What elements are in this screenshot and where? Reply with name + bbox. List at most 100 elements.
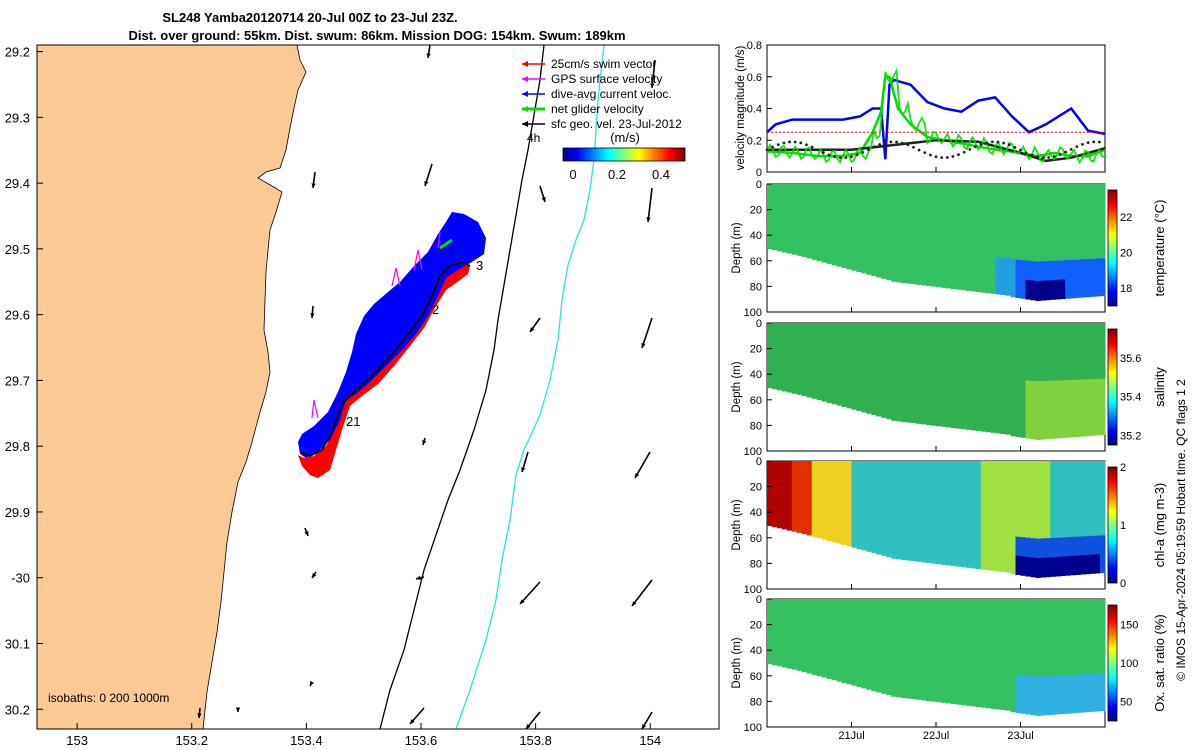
section-cell	[816, 247, 823, 262]
section-cell	[1020, 518, 1026, 538]
section-cell	[851, 475, 857, 491]
section-cell	[985, 635, 992, 654]
section-cell	[955, 410, 962, 429]
section-cell	[1045, 695, 1051, 716]
velocity-sfc-dot	[878, 143, 882, 146]
section-cell	[836, 350, 843, 365]
section-cell	[826, 665, 833, 679]
section-cell	[1065, 499, 1071, 519]
section-cell	[861, 382, 867, 398]
velocity-ytick-label: 0.6	[747, 72, 762, 84]
section-cell	[896, 323, 902, 340]
section-cell	[1080, 398, 1086, 418]
map-ytick-label: 29.8	[5, 439, 30, 454]
section-cell	[841, 197, 848, 213]
section-cell	[921, 184, 927, 202]
section-cell	[1085, 599, 1091, 619]
section-cell	[970, 323, 977, 342]
section-cell	[1055, 241, 1061, 262]
velocity-sfc-dot	[765, 148, 769, 152]
section-cell	[1060, 418, 1066, 439]
section-cell	[831, 224, 838, 239]
velocity-sfc-dot	[940, 156, 944, 160]
section-cell	[836, 238, 843, 253]
section-cell	[861, 613, 867, 630]
section-cell	[1050, 518, 1056, 539]
sfc-geo-arrowhead	[520, 599, 525, 604]
section-cell	[891, 647, 897, 665]
section-cell	[846, 599, 852, 614]
section-cell	[861, 658, 867, 674]
section-cell	[995, 497, 1002, 517]
section-cell	[940, 667, 947, 686]
section-cell	[1030, 222, 1036, 243]
section-cell	[1075, 636, 1081, 657]
section-cell	[916, 682, 922, 700]
section-cell	[926, 683, 932, 701]
section-cell	[1070, 479, 1076, 500]
section-cell	[1065, 241, 1071, 261]
section-cell	[926, 390, 932, 409]
section-cell	[831, 336, 838, 351]
section-cell	[936, 529, 942, 548]
section-cell	[771, 344, 778, 357]
section-cell	[816, 662, 823, 677]
section-cell	[955, 219, 962, 238]
section-cell	[1025, 537, 1031, 558]
section-cell	[970, 237, 977, 256]
section-cell	[796, 323, 803, 336]
section-cell	[975, 634, 982, 654]
section-cell	[960, 513, 967, 532]
section-cell	[995, 635, 1002, 655]
section-cell	[995, 220, 1002, 240]
velocity-sfc-dot	[850, 155, 853, 158]
section-xtick-label: 21Jul	[838, 730, 864, 742]
section-cell	[901, 184, 907, 201]
section-cell	[891, 371, 897, 389]
section-cell	[995, 515, 1002, 535]
velocity-sfc-dot	[776, 143, 780, 147]
section-cell	[970, 255, 977, 274]
section-cell	[906, 648, 912, 666]
section-cell	[1050, 380, 1056, 401]
section-cell	[1085, 341, 1091, 362]
section-cell	[866, 659, 872, 675]
section-cell	[945, 495, 952, 514]
section-cell	[965, 237, 972, 256]
section-cell	[1080, 221, 1086, 242]
section-cell	[1060, 342, 1066, 362]
section-cell	[921, 632, 927, 650]
section-cell	[826, 389, 833, 403]
section-cell	[896, 404, 902, 422]
section-cell	[1010, 341, 1017, 362]
section-cell	[806, 660, 813, 674]
section-cell	[1005, 654, 1012, 674]
section-cell	[771, 609, 778, 622]
section-cell	[980, 377, 987, 396]
section-cell	[801, 335, 808, 348]
section-cell	[985, 184, 992, 203]
section-cell	[985, 202, 992, 221]
section-cell	[886, 231, 892, 249]
section-cell	[1030, 599, 1036, 619]
section-cell	[836, 502, 843, 517]
section-cell	[911, 389, 917, 407]
section-cell	[811, 209, 818, 223]
section-cell	[811, 624, 818, 638]
section-cell	[921, 545, 927, 563]
map-xtick-label: 153	[66, 733, 88, 748]
section-cell	[965, 340, 972, 359]
section-cell	[786, 461, 793, 474]
section-cell	[1010, 323, 1017, 343]
section-cell	[866, 184, 872, 200]
section-cell	[916, 184, 922, 202]
sfc-geo-arrowhead	[422, 440, 427, 445]
section-cell	[791, 622, 798, 635]
legend-swatch-head	[522, 91, 528, 97]
section-cell	[781, 621, 788, 634]
section-cell	[791, 242, 798, 255]
section-cell	[826, 223, 833, 238]
section-cell	[955, 548, 962, 567]
sfc-geo-arrowhead	[312, 573, 317, 578]
